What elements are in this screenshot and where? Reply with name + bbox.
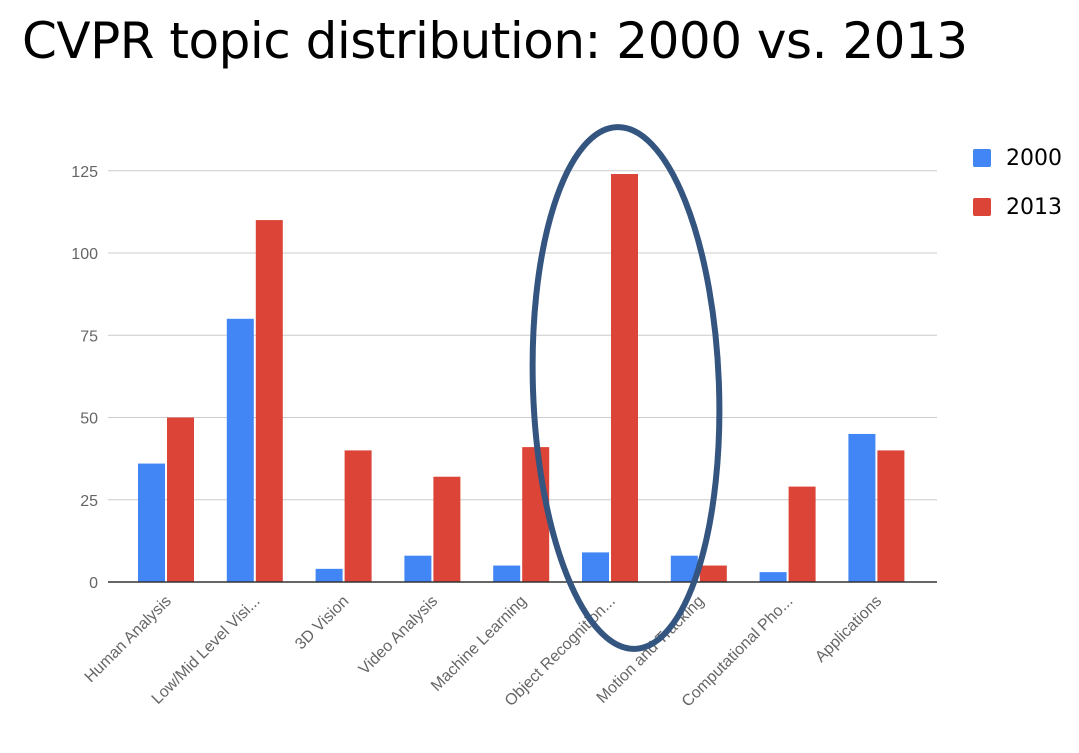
y-tick-label-75: 75 — [80, 328, 98, 345]
bar-2000-3 — [404, 555, 432, 582]
highlight-ellipse — [529, 124, 723, 652]
bar-2013-8 — [877, 450, 905, 582]
x-tick-label-4: Machine Learning — [428, 593, 530, 695]
x-tick-label-0: Human Analysis — [82, 593, 175, 686]
bar-2000-1 — [226, 318, 254, 582]
bar-2013-3 — [433, 476, 461, 582]
legend-swatch-2013 — [973, 198, 991, 216]
bar-2013-2 — [344, 450, 372, 582]
y-axis-ticks: 0 25 50 75 100 125 — [71, 164, 98, 592]
legend-label-2000: 2000 — [1006, 145, 1062, 171]
bar-2013-7 — [788, 486, 816, 582]
bar-2000-7 — [759, 572, 787, 582]
annotation — [529, 124, 723, 652]
legend: 2000 2013 — [973, 146, 1062, 244]
y-tick-label-100: 100 — [71, 246, 98, 263]
y-tick-label-125: 125 — [71, 164, 98, 181]
bar-2013-4 — [522, 447, 550, 582]
y-tick-label-25: 25 — [80, 493, 98, 510]
bars — [138, 174, 905, 583]
bar-2000-4 — [493, 565, 521, 582]
bar-2013-0 — [167, 417, 194, 582]
legend-label-2013: 2013 — [1006, 194, 1062, 220]
legend-item-2000: 2000 — [973, 145, 1062, 171]
y-tick-label-50: 50 — [80, 411, 98, 428]
bar-2000-5 — [582, 552, 609, 582]
slide-title: CVPR topic distribution: 2000 vs. 2013 — [22, 12, 968, 70]
y-tick-label-0: 0 — [89, 575, 98, 592]
bar-2013-6 — [699, 565, 727, 582]
legend-swatch-2000 — [973, 149, 991, 167]
bar-2013-5 — [611, 174, 638, 583]
x-tick-label-2: 3D Vision — [292, 593, 352, 653]
bar-2000-2 — [315, 568, 343, 582]
x-tick-label-3: Video Analysis — [356, 593, 441, 678]
x-tick-label-8: Applications — [812, 593, 885, 666]
bar-2013-1 — [255, 220, 283, 582]
legend-item-2013: 2013 — [973, 194, 1062, 220]
bar-2000-8 — [848, 433, 876, 582]
bar-2000-0 — [138, 463, 165, 582]
